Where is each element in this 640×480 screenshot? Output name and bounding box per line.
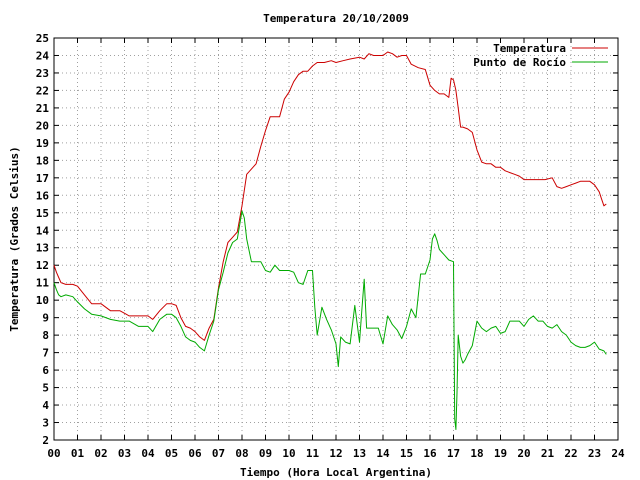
legend-label-temperatura: Temperatura [493, 42, 566, 55]
x-tick-label-16: 16 [423, 447, 437, 460]
x-tick-label-01: 01 [71, 447, 85, 460]
y-tick-label-13: 13 [36, 242, 49, 255]
x-tick-label-22: 22 [564, 447, 577, 460]
axis-ticks: 00 01 02 03 04 05 06 07 08 09 10 11 12 13 14 15 16 17 18 19… [36, 32, 625, 460]
x-axis-label: Tiempo (Hora Local Argentina) [240, 466, 432, 479]
x-tick-label-09: 09 [259, 447, 272, 460]
y-tick-label-3: 3 [42, 417, 49, 430]
x-tick-label-23: 23 [588, 447, 601, 460]
x-tick-label-03: 03 [118, 447, 131, 460]
y-tick-label-20: 20 [36, 119, 49, 132]
x-tick-label-21: 21 [541, 447, 555, 460]
y-tick-label-17: 17 [36, 172, 49, 185]
chart-title: Temperatura 20/10/2009 [263, 12, 409, 25]
y-tick-label-12: 12 [36, 259, 49, 272]
y-tick-label-11: 11 [36, 277, 50, 290]
x-tick-label-15: 15 [400, 447, 413, 460]
legend-label-punto-de-rocio: Punto de Rocío [473, 56, 566, 69]
y-tick-label-23: 23 [36, 67, 49, 80]
y-tick-label-19: 19 [36, 137, 49, 150]
y-tick-label-8: 8 [42, 329, 49, 342]
y-tick-label-9: 9 [42, 312, 49, 325]
y-tick-label-5: 5 [42, 382, 49, 395]
x-tick-label-20: 20 [517, 447, 530, 460]
series-lines [53, 51, 607, 430]
x-tick-label-08: 08 [235, 447, 248, 460]
y-tick-label-22: 22 [36, 84, 49, 97]
y-tick-label-6: 6 [42, 364, 49, 377]
y-tick-label-14: 14 [36, 224, 50, 237]
y-tick-label-18: 18 [36, 154, 49, 167]
grid [54, 38, 618, 440]
x-tick-label-06: 06 [188, 447, 202, 460]
y-tick-label-2: 2 [42, 434, 49, 447]
y-tick-label-15: 15 [36, 207, 49, 220]
x-tick-label-10: 10 [282, 447, 295, 460]
x-tick-label-04: 04 [141, 447, 155, 460]
series-line-punto-de-rocio [53, 210, 607, 430]
legend: Temperatura Punto de Rocío [473, 42, 608, 69]
x-tick-label-13: 13 [353, 447, 366, 460]
x-tick-label-14: 14 [376, 447, 390, 460]
x-tick-label-05: 05 [165, 447, 178, 460]
y-tick-label-10: 10 [36, 294, 49, 307]
y-tick-label-25: 25 [36, 32, 49, 45]
x-tick-label-00: 00 [47, 447, 60, 460]
y-axis-label: Temperatura (Grados Celsius) [8, 146, 21, 331]
series-line-temperatura [53, 51, 607, 341]
x-tick-label-24: 24 [611, 447, 625, 460]
x-tick-label-11: 11 [306, 447, 320, 460]
y-tick-label-24: 24 [36, 49, 50, 62]
x-tick-label-19: 19 [494, 447, 507, 460]
y-tick-label-21: 21 [36, 102, 50, 115]
x-tick-label-07: 07 [212, 447, 225, 460]
y-tick-label-16: 16 [36, 189, 50, 202]
x-tick-label-17: 17 [447, 447, 460, 460]
y-tick-label-7: 7 [42, 347, 49, 360]
x-tick-label-12: 12 [329, 447, 342, 460]
y-tick-label-4: 4 [42, 399, 49, 412]
x-tick-label-18: 18 [470, 447, 483, 460]
x-tick-label-02: 02 [94, 447, 107, 460]
